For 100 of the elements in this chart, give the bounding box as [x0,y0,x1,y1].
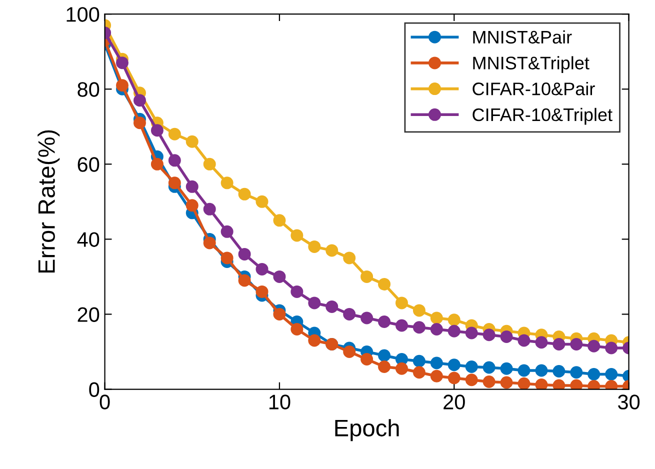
point [343,308,356,320]
point [535,364,548,377]
legend-label: CIFAR-10&Triplet [472,108,612,125]
point [133,116,146,130]
point [465,360,478,374]
point [588,340,600,352]
point [290,285,304,298]
y-axis-title: Error Rate(%) [38,130,60,273]
legend-label: CIFAR-10&Pair [472,82,595,96]
point [273,214,286,227]
point [273,270,286,283]
point [116,79,129,92]
point [308,334,321,347]
point [220,176,234,190]
point [360,270,374,283]
point [605,368,618,381]
y-tick-label: 0 [89,382,100,398]
point [150,158,164,170]
point [168,154,181,167]
point [203,202,216,216]
point [343,252,356,264]
point [186,135,198,148]
x-tick-label: 30 [618,394,640,410]
point [308,240,321,253]
point [395,319,408,332]
point [500,330,513,343]
point [238,248,251,260]
point [588,368,600,381]
point [430,322,443,336]
point [535,378,548,390]
point [552,379,566,390]
point [605,342,618,354]
point [326,300,338,313]
point [168,128,181,140]
legend-label: MNIST&Triplet [473,56,590,74]
y-tick-label: 40 [77,232,100,247]
point [500,376,513,389]
point [360,312,374,324]
point [290,229,304,242]
x-axis-title: Epoch [335,419,399,442]
point [518,334,530,347]
point [360,353,374,366]
point [203,158,216,170]
point [518,377,530,390]
point [150,124,164,137]
x-tick-label: 0 [100,394,110,410]
y-tick-label: 100 [66,7,100,22]
point [500,362,513,375]
point [395,296,408,310]
point [186,199,198,212]
point [238,188,251,200]
legend-label: MNIST&Pair [473,30,572,44]
point [273,308,286,320]
point [378,360,391,374]
point [448,358,460,372]
point [430,312,443,324]
point [430,356,443,370]
point [220,252,234,264]
point [535,336,548,349]
point [378,278,391,290]
point [482,361,496,374]
point [465,374,478,386]
x-tick-label: 20 [444,394,465,410]
point [395,362,408,375]
point [518,364,530,377]
point [203,236,216,250]
point [570,379,583,390]
y-tick-label: 60 [78,157,100,172]
point [552,338,566,350]
point [256,285,268,298]
point [482,376,496,388]
point [238,274,251,287]
point [448,324,460,338]
y-tick-label: 20 [78,307,100,322]
point [326,244,338,257]
point [552,365,566,378]
point [133,94,146,107]
point [378,315,391,328]
point [465,326,478,340]
point [378,349,391,362]
point [412,354,426,368]
point [290,322,304,336]
point [168,176,181,190]
point [570,338,583,350]
point [186,180,198,193]
y-tick-label: 80 [78,82,100,97]
point [256,262,268,276]
point [256,195,268,208]
x-tick-label: 10 [269,394,290,410]
point [220,225,234,238]
point [448,372,460,384]
point [412,366,426,379]
point [308,296,321,310]
point [412,304,426,317]
point [448,314,460,326]
point [116,56,129,70]
point [570,366,583,379]
point [430,370,443,382]
point [412,321,426,334]
point [343,346,356,358]
